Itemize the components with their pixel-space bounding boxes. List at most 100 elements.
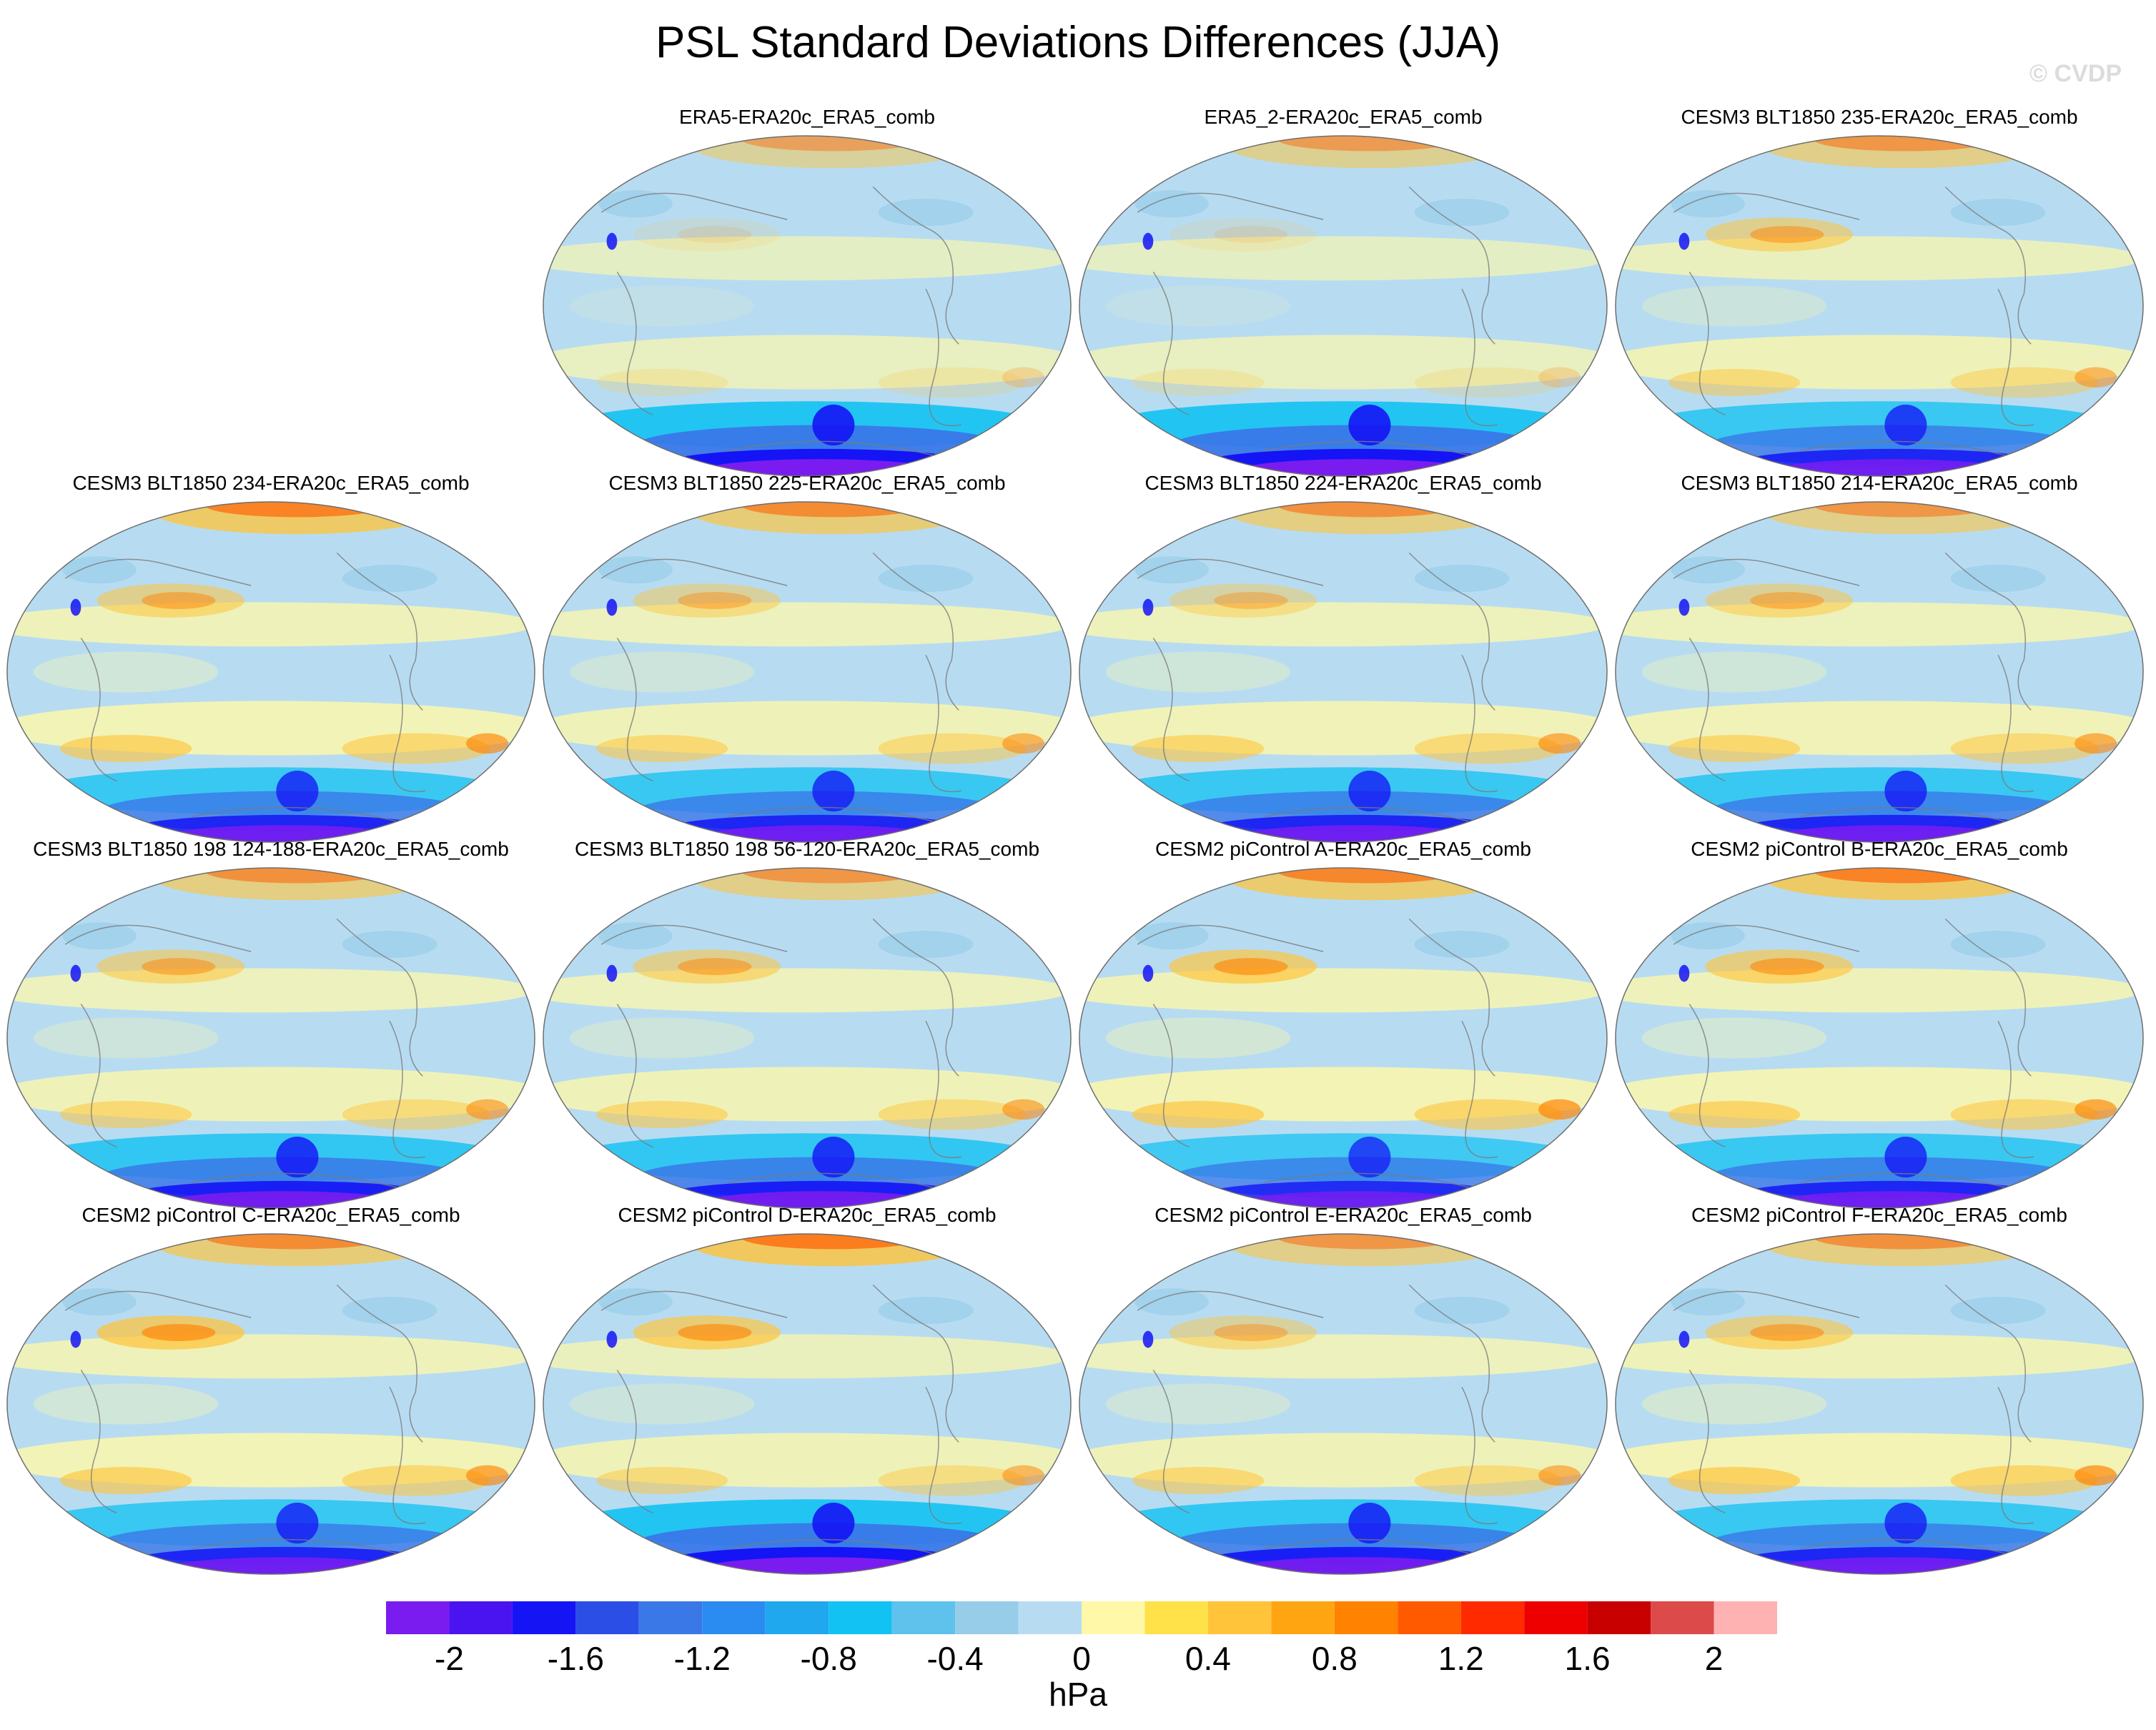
north-pacific-core — [1214, 1324, 1288, 1341]
nh-yellow-band — [1616, 1334, 2143, 1379]
colorbar-swatch — [955, 1601, 1019, 1634]
antarctic-purple — [1237, 1191, 1475, 1208]
map-panel: CESM2 piControl A-ERA20c_ERA5_comb — [1078, 835, 1608, 1209]
light-blue-patch — [1134, 922, 1209, 950]
panel-label: CESM2 piControl C-ERA20c_ERA5_comb — [81, 1204, 460, 1226]
coastline — [1944, 186, 2032, 345]
coastline — [1408, 918, 1495, 1077]
panel-label: CESM2 piControl F-ERA20c_ERA5_comb — [1691, 1204, 2067, 1226]
coastline — [336, 918, 423, 1077]
antarctic-blue-lobe — [276, 1503, 319, 1544]
sh-warm-patch-west — [59, 1467, 192, 1495]
colorbar-swatch — [1524, 1601, 1588, 1634]
map-panel: ERA5-ERA20c_ERA5_comb — [542, 103, 1072, 477]
colorbar-tick-label: 0 — [1072, 1640, 1091, 1677]
sh-yellow-band — [543, 335, 1071, 390]
indian-ocean-spot — [70, 964, 81, 982]
coastline — [1800, 806, 2015, 825]
sh-yellow-band — [1616, 335, 2143, 390]
arctic-orange — [741, 868, 926, 884]
tropical-yellow-patch — [569, 651, 755, 693]
coastline — [1137, 192, 1324, 220]
light-blue-patch — [1671, 922, 1745, 950]
light-blue-patch — [62, 922, 137, 950]
coastline — [925, 1020, 962, 1159]
map-outline — [543, 867, 1072, 1209]
north-pacific-core — [142, 592, 216, 609]
nh-yellow-band — [7, 602, 535, 647]
antarctic-blue-lobe — [1348, 1503, 1391, 1544]
antarctic-blue-lobe — [1884, 771, 1927, 812]
map-outline — [1615, 135, 2144, 477]
north-pacific-warm — [633, 949, 781, 984]
map-panel: CESM3 BLT1850 225-ERA20c_ERA5_comb — [542, 469, 1072, 843]
map-panel: CESM3 BLT1850 198 124-188-ERA20c_ERA5_co… — [6, 835, 536, 1209]
north-pacific-core — [142, 958, 216, 975]
north-pacific-warm — [1169, 217, 1317, 252]
colorbar-swatch — [449, 1601, 513, 1634]
coastline — [1137, 558, 1324, 586]
colorbar-swatch — [638, 1601, 703, 1634]
coastline — [728, 1172, 943, 1191]
sh-orange-core — [1002, 367, 1045, 388]
coastline — [1800, 1172, 2015, 1191]
colorbar — [386, 1601, 1777, 1634]
sh-orange-core — [1538, 733, 1581, 754]
light-blue-patch — [598, 190, 673, 218]
coastline — [1152, 271, 1190, 416]
sh-warm-patch-west — [1132, 1101, 1265, 1129]
tropical-yellow-patch — [1105, 651, 1291, 693]
colorbar-swatch — [1714, 1601, 1777, 1634]
sh-warm-patch-east — [1950, 1465, 2099, 1496]
indian-ocean-spot — [606, 1330, 618, 1348]
antarctic-blue-lobe — [1884, 405, 1927, 446]
light-blue-patch — [1414, 565, 1510, 593]
nh-yellow-band — [543, 1334, 1071, 1379]
arctic-orange — [204, 502, 390, 518]
sh-orange-core — [2075, 1465, 2117, 1486]
sh-warm-patch-west — [1132, 1467, 1265, 1495]
coastline — [1264, 806, 1479, 825]
sh-warm-patch-east — [878, 733, 1027, 764]
indian-ocean-spot — [70, 598, 81, 616]
arctic-orange — [1277, 502, 1463, 518]
indian-ocean-spot — [606, 598, 618, 616]
light-blue-patch — [1134, 556, 1209, 584]
map-outline — [543, 135, 1072, 477]
panel-label: CESM2 piControl D-ERA20c_ERA5_comb — [618, 1204, 997, 1226]
hammer-projection-map — [1615, 135, 2144, 477]
indian-ocean-spot — [1142, 232, 1154, 250]
nh-yellow-band — [543, 968, 1071, 1013]
arctic-orange — [1813, 136, 1999, 152]
colorbar-swatch — [1207, 1601, 1272, 1634]
coastline — [1264, 1538, 1479, 1557]
north-pacific-warm — [97, 583, 245, 618]
coastline — [925, 1386, 962, 1525]
nh-yellow-band — [1616, 602, 2143, 647]
sh-orange-core — [1538, 367, 1581, 388]
coastline — [600, 1290, 788, 1318]
arctic-orange — [741, 1234, 926, 1250]
sh-warm-patch-east — [342, 1465, 490, 1496]
antarctic-blue-lobe — [1348, 405, 1391, 446]
coastline — [64, 558, 252, 586]
light-blue-patch — [1671, 1288, 1745, 1316]
tropical-yellow-patch — [1105, 1017, 1291, 1059]
north-pacific-warm — [633, 583, 781, 618]
north-pacific-core — [678, 958, 752, 975]
colorbar-tick-label: -1.2 — [673, 1640, 731, 1677]
coastline — [872, 918, 959, 1077]
north-pacific-core — [1750, 958, 1824, 975]
hammer-projection-map — [1615, 501, 2144, 843]
coastline — [600, 924, 788, 952]
map-outline — [1615, 867, 2144, 1209]
colorbar-swatch — [1398, 1601, 1461, 1634]
arctic-warm-cap — [688, 136, 979, 169]
coastline — [1461, 1020, 1498, 1159]
indian-ocean-spot — [606, 964, 618, 982]
antarctic-purple — [165, 825, 403, 842]
hammer-projection-map — [543, 135, 1072, 477]
map-outline — [1615, 501, 2144, 843]
hammer-projection-map — [1615, 867, 2144, 1209]
tropical-yellow-patch — [33, 1017, 219, 1059]
